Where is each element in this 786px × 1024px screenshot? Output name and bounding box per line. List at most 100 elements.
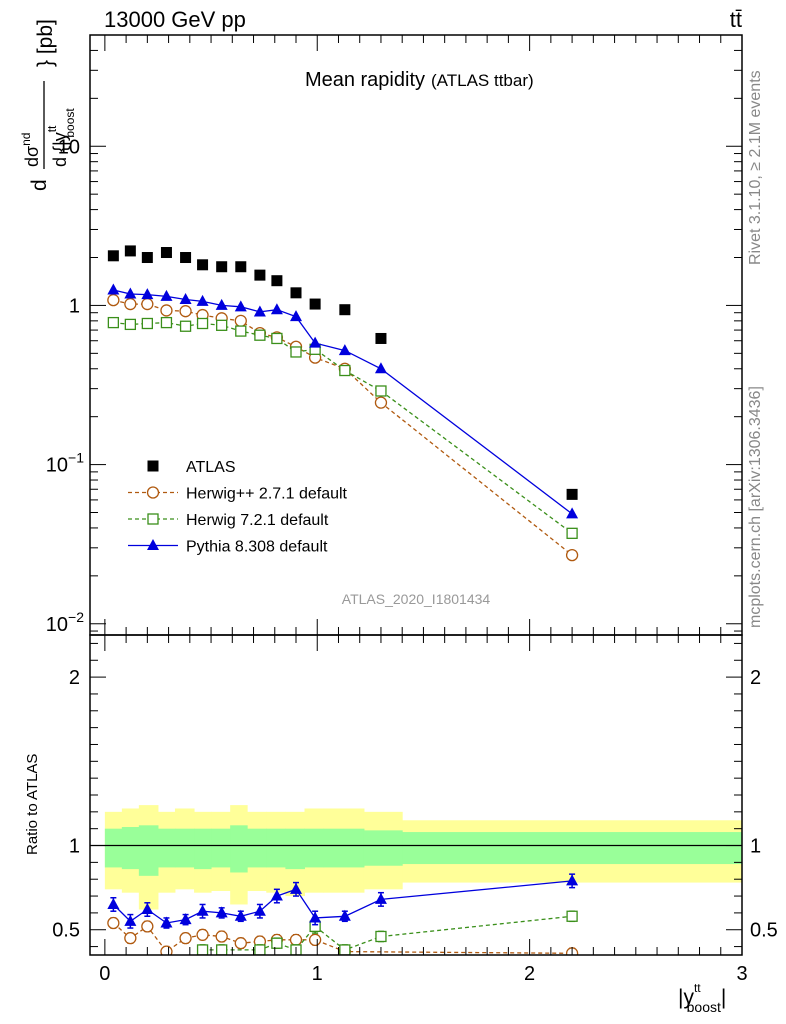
ratio-point-herwigpp [179,932,192,945]
data-point-atlas [235,261,247,273]
data-point-pythia [179,292,192,304]
y-tick-label: 10−1 [46,450,84,477]
xlabel-tt: tt [694,981,701,995]
y-tick-label: 10 [58,136,80,158]
data-point-herwig7 [160,316,173,329]
band-inner [138,825,159,876]
data-point-atlas [339,304,351,316]
data-point-herwigpp [179,305,192,318]
data-point-herwigpp [107,293,120,307]
x-axis-title: |ytt boost| [678,981,726,1015]
legend-item-herwigpp: Herwig++ 2.7.1 default [128,486,348,503]
band-inner [285,828,306,870]
ratio-point-pythia [141,903,154,915]
ratio-y-tick-label: 0.5 [52,920,80,942]
ratio-point-herwig7 [375,930,387,943]
ratio-series-herwig7 [196,910,578,955]
legend-marker-atlas [147,460,159,472]
data-point-herwig7 [254,329,266,341]
ratio-point-pythia [107,897,120,909]
ylabel-tt: tt [45,125,59,132]
ratio-y-tick-label-right: 1 [750,836,761,858]
ratio-point-pythia [215,906,228,918]
data-point-herwig7 [566,527,578,539]
chart-title: Mean rapidity [305,69,425,91]
series-herwig7 [107,316,578,539]
ylabel-d: d [28,179,51,191]
legend-item-pythia: Pythia 8.308 default [128,539,328,556]
band-inner [323,828,365,868]
band-inner [174,828,195,868]
data-point-atlas [271,275,283,287]
y-tick-label-exp: −2 [68,609,84,625]
data-point-herwig7 [375,385,387,397]
data-point-pythia [253,305,266,317]
data-point-pythia [196,294,209,306]
y-tick-label-base: 10 [58,136,80,158]
data-point-herwig7 [196,317,209,330]
data-point-pythia [374,362,387,374]
watermark: ATLAS_2020_I1801434 [342,591,491,607]
ratio-point-herwig7 [566,910,578,922]
ratio-point-pythia [309,911,322,923]
ylabel-nd: nd [19,133,33,146]
data-point-pythia [141,288,154,300]
legend-label-atlas: ATLAS [186,459,236,476]
ratio-point-pythia [160,916,173,928]
ylabel-sigma: σ [22,146,42,157]
ratio-point-pythia [270,889,283,901]
ratio-y-tick-label: 2 [69,667,80,689]
legend-marker-herwigpp [146,486,160,499]
legend-marker-herwig7 [147,513,159,525]
main-y-axis-title: d dσnd d {|ytt boost } [pb] [19,19,77,191]
legend-label-pythia: Pythia 8.308 default [186,539,328,556]
data-point-herwigpp [160,304,173,317]
ratio-point-herwigpp [234,937,247,950]
uncertainty-bands [104,805,742,910]
data-point-atlas [566,488,578,500]
data-point-herwigpp [124,297,137,311]
band-inner [304,828,325,868]
data-point-atlas [160,247,172,259]
data-point-herwig7 [124,318,137,331]
x-ticks [104,635,743,955]
ratio-point-pythia [253,904,266,916]
data-point-herwig7 [271,332,283,345]
data-point-atlas [197,259,209,271]
ratio-point-herwig7 [254,944,266,955]
ratio-point-pythia [338,909,351,921]
data-point-atlas [124,245,136,257]
data-point-atlas [375,332,387,344]
ratio-line-herwig7 [202,915,573,951]
data-point-pythia [234,300,247,312]
ratio-y-tick-label-right: 0.5 [750,920,778,942]
ratio-series-pythia [107,873,579,929]
data-point-herwig7 [339,364,351,377]
band-inner [211,828,231,868]
process-label: tt̄ [730,7,742,32]
ylabel-unit: } [pb] [34,19,57,67]
ratio-plot-content [90,805,742,955]
data-point-atlas [309,298,321,310]
data-point-herwig7 [179,320,192,332]
x-tick-label: 3 [736,963,747,985]
data-point-atlas [141,252,153,264]
ratio-point-pythia [374,892,387,904]
data-point-herwigpp [234,314,247,328]
band-inner [157,828,176,868]
y-tick-label-base: 1 [69,295,80,317]
ratio-point-herwig7 [196,944,209,955]
data-point-pythia [270,303,283,315]
x-tick-label: 2 [524,963,535,985]
data-point-herwigpp [141,297,154,311]
series-line-herwigpp [113,299,573,556]
data-point-pythia [566,507,579,519]
series-herwigpp [107,293,579,562]
ratio-y-ticks [90,642,742,948]
svg-text:dσnd: dσnd [19,133,42,167]
data-point-herwig7 [290,346,302,358]
series-pythia [107,283,579,519]
